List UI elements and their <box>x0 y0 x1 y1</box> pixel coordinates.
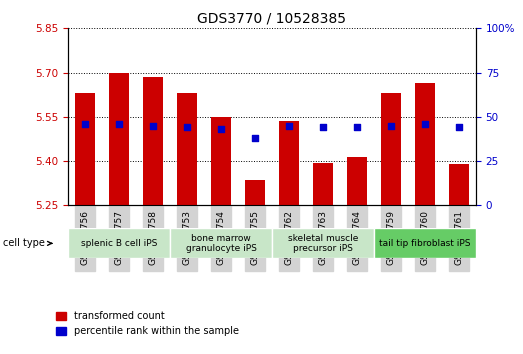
Point <box>149 123 157 129</box>
Bar <box>279 121 299 205</box>
Text: cell type: cell type <box>4 238 52 249</box>
Point <box>319 125 327 130</box>
Point <box>454 125 463 130</box>
FancyBboxPatch shape <box>374 228 476 258</box>
Bar <box>381 93 401 205</box>
Bar <box>313 162 333 205</box>
Legend: transformed count, percentile rank within the sample: transformed count, percentile rank withi… <box>52 308 243 340</box>
Point <box>420 121 429 127</box>
FancyBboxPatch shape <box>68 228 170 258</box>
Bar <box>75 93 95 205</box>
Point <box>115 121 123 127</box>
Bar <box>177 93 197 205</box>
Point <box>217 126 225 132</box>
FancyBboxPatch shape <box>170 228 272 258</box>
Bar <box>347 157 367 205</box>
Text: bone marrow
granulocyte iPS: bone marrow granulocyte iPS <box>186 234 256 253</box>
Bar <box>449 164 469 205</box>
Text: splenic B cell iPS: splenic B cell iPS <box>81 239 157 248</box>
Text: skeletal muscle
precursor iPS: skeletal muscle precursor iPS <box>288 234 358 253</box>
Point <box>183 125 191 130</box>
Bar <box>245 180 265 205</box>
FancyBboxPatch shape <box>272 228 374 258</box>
Point <box>353 125 361 130</box>
Bar <box>415 83 435 205</box>
Bar <box>109 73 129 205</box>
Text: tail tip fibroblast iPS: tail tip fibroblast iPS <box>379 239 471 248</box>
Point <box>285 123 293 129</box>
Point <box>386 123 395 129</box>
Point <box>81 121 89 127</box>
Point <box>251 135 259 141</box>
Bar <box>143 77 163 205</box>
Bar <box>211 117 231 205</box>
Title: GDS3770 / 10528385: GDS3770 / 10528385 <box>198 12 346 26</box>
